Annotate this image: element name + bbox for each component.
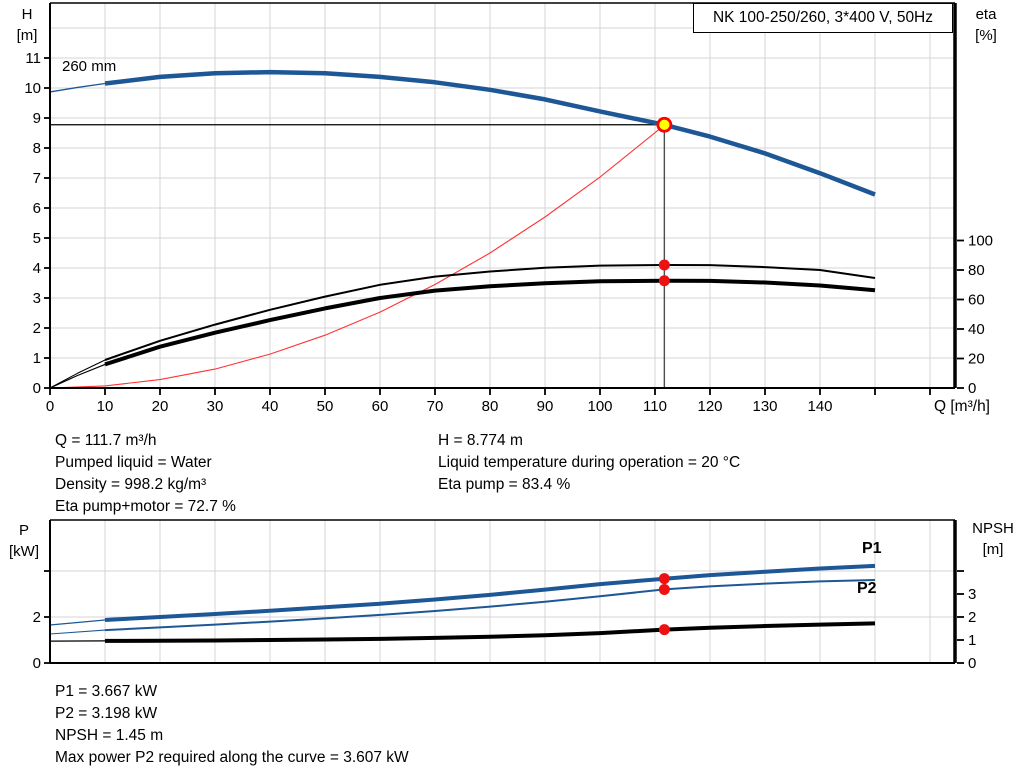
npsh-duty-dot bbox=[658, 624, 670, 636]
h-axis-label-symbol: H bbox=[21, 6, 33, 23]
eta-pump-curve bbox=[104, 264, 876, 361]
info-density: Density = 998.2 kg/m³ bbox=[55, 476, 207, 493]
h-tick-label: 10 bbox=[24, 80, 41, 97]
h-tick-label: 8 bbox=[33, 140, 41, 157]
npsh-curve bbox=[104, 621, 876, 643]
npsh-axis-label-unit: [m] bbox=[982, 541, 1004, 558]
info-p2-value: P2 = 3.198 kW bbox=[55, 705, 158, 722]
x-tick-label: 0 bbox=[46, 398, 54, 415]
h-tick-label: 0 bbox=[33, 380, 41, 397]
h-tick-label: 6 bbox=[33, 200, 41, 217]
eta-axis-label-symbol: eta bbox=[975, 6, 997, 23]
eta-pump-motor-curve-thin bbox=[49, 363, 106, 389]
p1-curve-label: P1 bbox=[862, 540, 882, 557]
pump-title-box: NK 100-250/260, 3*400 V, 50Hz bbox=[693, 3, 953, 33]
eta-pump-curve-thin bbox=[49, 359, 106, 389]
h-tick-label: 4 bbox=[33, 260, 41, 277]
top-chart-grid bbox=[50, 3, 955, 388]
x-tick-label: 70 bbox=[427, 398, 444, 415]
power-info-block: P1 = 3.667 kW P2 = 3.198 kW NPSH = 1.45 … bbox=[55, 681, 409, 769]
eta-tick-label: 100 bbox=[968, 233, 993, 250]
h-axis-label-unit: [m] bbox=[16, 27, 38, 44]
h-tick-label: 9 bbox=[33, 110, 41, 127]
x-tick-label: 30 bbox=[207, 398, 224, 415]
eta-pump-motor-curve bbox=[104, 278, 876, 367]
h-tick-label: 1 bbox=[33, 350, 41, 367]
p-tick-label: 2 bbox=[33, 609, 41, 626]
p-axis-label: P [kW] bbox=[2, 520, 46, 562]
info-max-power-p2: Max power P2 required along the curve = … bbox=[55, 749, 409, 766]
head-curve-thin bbox=[49, 82, 106, 93]
x-tick-label: 90 bbox=[537, 398, 554, 415]
duty-info-left-column: Q = 111.7 m³/h Pumped liquid = Water Den… bbox=[55, 430, 236, 518]
eta-tick-label: 20 bbox=[968, 351, 985, 368]
x-tick-label: 100 bbox=[587, 398, 612, 415]
info-h-value: H = 8.774 m bbox=[438, 432, 523, 449]
eta-pump-duty-dot bbox=[658, 259, 670, 271]
info-npsh-value: NPSH = 1.45 m bbox=[55, 727, 164, 744]
head-curve bbox=[104, 69, 876, 197]
x-tick-label: 50 bbox=[317, 398, 334, 415]
bottom-chart-ticks: 0 2 0 1 2 3 bbox=[33, 570, 976, 672]
eta-tick-label: 40 bbox=[968, 321, 985, 338]
p-axis-label-unit: [kW] bbox=[9, 543, 39, 560]
eta-tick-label: 0 bbox=[968, 380, 976, 397]
eta-tick-label: 80 bbox=[968, 262, 985, 279]
p-axis-label-symbol: P bbox=[18, 522, 29, 539]
eta-pump-motor-duty-dot bbox=[658, 275, 670, 287]
x-tick-label: 130 bbox=[752, 398, 777, 415]
impeller-diameter-label: 260 mm bbox=[62, 58, 117, 75]
x-tick-label: 80 bbox=[482, 398, 499, 415]
eta-tick-label: 60 bbox=[968, 292, 985, 309]
info-liquid-temperature: Liquid temperature during operation = 20… bbox=[438, 454, 741, 471]
x-tick-label: 140 bbox=[807, 398, 832, 415]
duty-point[interactable] bbox=[656, 116, 673, 133]
eta-axis-label-unit: [%] bbox=[975, 27, 997, 44]
duty-info-right-column: H = 8.774 m Liquid temperature during op… bbox=[438, 430, 740, 496]
top-chart: 0 10 20 30 40 50 60 70 80 90 100 110 120 130 140012345… bbox=[24, 2, 993, 415]
info-p1-value: P1 = 3.667 kW bbox=[55, 683, 158, 700]
p2-curve bbox=[104, 579, 876, 632]
p1-curve bbox=[104, 563, 876, 622]
info-eta-pump-motor: Eta pump+motor = 72.7 % bbox=[55, 498, 236, 515]
h-tick-label: 5 bbox=[33, 230, 41, 247]
eta-axis-label: eta [%] bbox=[964, 4, 1008, 46]
p2-duty-dot bbox=[658, 583, 670, 595]
system-curve bbox=[49, 124, 665, 389]
h-tick-label: 11 bbox=[25, 50, 41, 67]
p2-curve-thin bbox=[49, 629, 106, 635]
npsh-tick-label: 0 bbox=[968, 655, 976, 672]
x-tick-label: 20 bbox=[152, 398, 169, 415]
p1-curve-thin bbox=[49, 619, 106, 626]
p1-duty-dot bbox=[658, 573, 670, 585]
h-tick-label: 3 bbox=[33, 290, 41, 307]
h-tick-label: 7 bbox=[33, 170, 41, 187]
top-chart-ticks: 0 10 20 30 40 50 60 70 80 90 100 110 120 130 140012345… bbox=[24, 50, 993, 415]
info-pumped-liquid: Pumped liquid = Water bbox=[55, 454, 212, 471]
npsh-axis-label-symbol: NPSH bbox=[972, 520, 1014, 537]
x-tick-label: 110 bbox=[643, 398, 667, 415]
info-eta-pump: Eta pump = 83.4 % bbox=[438, 476, 571, 493]
h-axis-label: H [m] bbox=[8, 4, 46, 46]
h-tick-label: 2 bbox=[33, 320, 41, 337]
x-tick-label: 10 bbox=[97, 398, 114, 415]
p-tick-label: 0 bbox=[33, 655, 41, 672]
npsh-axis-label: NPSH [m] bbox=[963, 518, 1023, 560]
p2-curve-label: P2 bbox=[857, 580, 877, 597]
x-tick-label: 40 bbox=[262, 398, 279, 415]
x-tick-label: 120 bbox=[697, 398, 722, 415]
npsh-tick-label: 2 bbox=[968, 609, 976, 626]
info-q-value: Q = 111.7 m³/h bbox=[55, 432, 157, 449]
x-tick-label: 60 bbox=[372, 398, 389, 415]
bottom-chart: 0 2 0 1 2 3 bbox=[33, 519, 976, 672]
npsh-tick-label: 3 bbox=[968, 586, 976, 603]
q-axis-label: Q [m³/h] bbox=[934, 398, 990, 415]
npsh-tick-label: 1 bbox=[968, 632, 976, 649]
